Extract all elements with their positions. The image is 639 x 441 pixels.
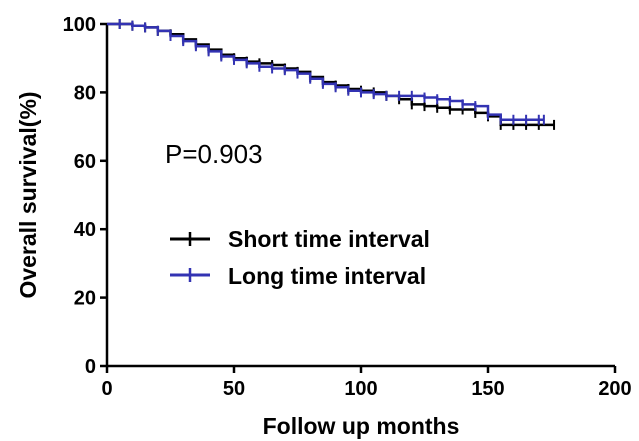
- p-value-annotation: P=0.903: [165, 139, 263, 169]
- y-tick-label: 60: [74, 151, 96, 173]
- legend-item-long: Long time interval: [170, 263, 426, 289]
- y-tick-label: 20: [74, 288, 96, 310]
- y-tick-label: 100: [63, 14, 96, 36]
- y-tick-label: 80: [74, 82, 96, 104]
- legend-item-short: Short time interval: [170, 226, 430, 252]
- legend-label-short: Short time interval: [228, 226, 430, 252]
- x-tick-label: 200: [598, 378, 631, 400]
- x-ticks: 0 50 100 150 200: [101, 366, 632, 400]
- x-tick-label: 100: [344, 378, 377, 400]
- series-layer: [107, 19, 556, 130]
- x-axis-title: Follow up months: [263, 413, 460, 439]
- x-tick-label: 0: [101, 378, 112, 400]
- y-tick-label: 40: [74, 219, 96, 241]
- x-tick-label: 50: [223, 378, 245, 400]
- y-tick-label: 0: [85, 356, 96, 378]
- legend: Short time interval Long time interval: [170, 226, 430, 289]
- x-tick-label: 150: [471, 378, 504, 400]
- y-ticks: 0 20 40 60 80 100: [63, 14, 107, 378]
- legend-label-long: Long time interval: [228, 263, 426, 289]
- survival-curve-long: [107, 22, 544, 122]
- y-axis-title: Overall survival(%): [15, 91, 41, 298]
